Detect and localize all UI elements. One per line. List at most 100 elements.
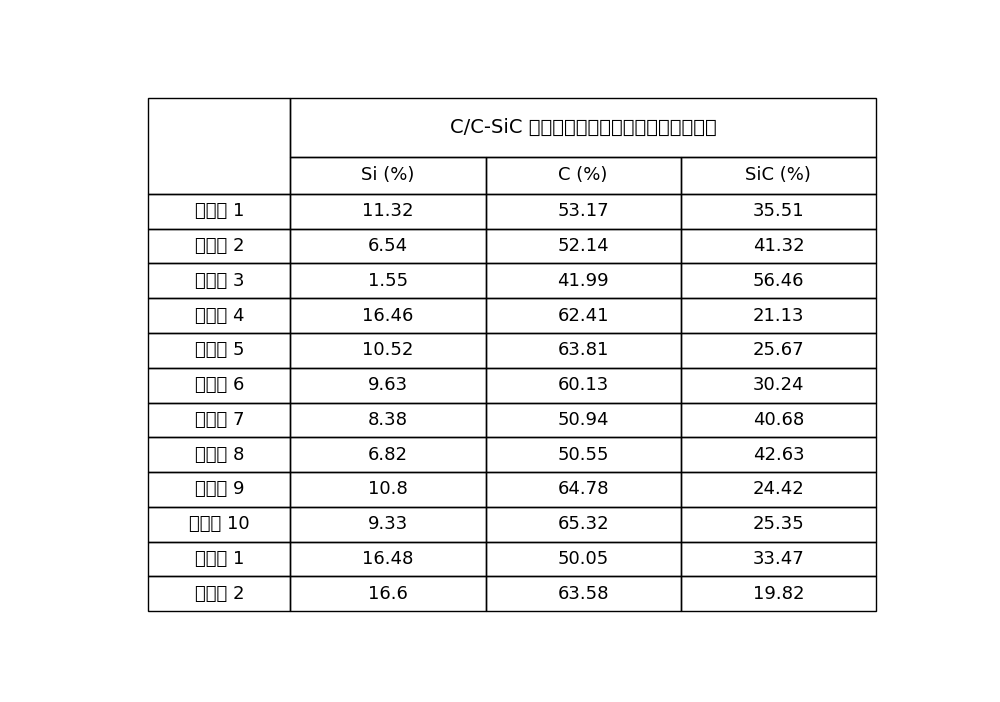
Text: C (%): C (%): [558, 166, 608, 185]
Bar: [290, 98, 876, 157]
Bar: [486, 507, 681, 542]
Bar: [148, 576, 290, 611]
Text: 50.94: 50.94: [557, 411, 609, 429]
Text: 10.8: 10.8: [368, 480, 408, 498]
Text: 实施例 4: 实施例 4: [195, 307, 244, 324]
Bar: [486, 333, 681, 368]
Text: 30.24: 30.24: [753, 376, 804, 394]
Text: 16.46: 16.46: [362, 307, 414, 324]
Bar: [486, 194, 681, 229]
Text: 65.32: 65.32: [557, 515, 609, 534]
Bar: [290, 229, 486, 263]
Text: 实施例 3: 实施例 3: [195, 272, 244, 290]
Text: 9.63: 9.63: [368, 376, 408, 394]
Text: 8.38: 8.38: [368, 411, 408, 429]
Text: 16.6: 16.6: [368, 585, 408, 603]
Bar: [681, 333, 876, 368]
Bar: [681, 368, 876, 402]
Text: 1.55: 1.55: [368, 272, 408, 290]
Bar: [148, 437, 290, 472]
Text: 比较例 1: 比较例 1: [195, 550, 244, 568]
Bar: [148, 402, 290, 437]
Text: 63.58: 63.58: [557, 585, 609, 603]
Text: 63.81: 63.81: [557, 341, 609, 359]
Text: 25.35: 25.35: [753, 515, 804, 534]
Text: 9.33: 9.33: [368, 515, 408, 534]
Text: 实施例 6: 实施例 6: [195, 376, 244, 394]
Bar: [290, 333, 486, 368]
Bar: [148, 472, 290, 507]
Text: 53.17: 53.17: [557, 202, 609, 220]
Text: 6.82: 6.82: [368, 446, 408, 464]
Bar: [486, 368, 681, 402]
Bar: [148, 368, 290, 402]
Text: 33.47: 33.47: [753, 550, 804, 568]
Bar: [290, 298, 486, 333]
Text: 50.55: 50.55: [557, 446, 609, 464]
Bar: [681, 472, 876, 507]
Text: 比较例 2: 比较例 2: [195, 585, 244, 603]
Bar: [486, 402, 681, 437]
Text: 11.32: 11.32: [362, 202, 414, 220]
Bar: [290, 368, 486, 402]
Bar: [486, 263, 681, 298]
Bar: [290, 437, 486, 472]
Bar: [148, 98, 290, 194]
Bar: [290, 263, 486, 298]
Bar: [681, 542, 876, 576]
Text: 42.63: 42.63: [753, 446, 804, 464]
Text: 19.82: 19.82: [753, 585, 804, 603]
Bar: [290, 194, 486, 229]
Text: 实施例 1: 实施例 1: [195, 202, 244, 220]
Text: 实施例 5: 实施例 5: [195, 341, 244, 359]
Bar: [681, 298, 876, 333]
Bar: [148, 194, 290, 229]
Text: 41.32: 41.32: [753, 237, 804, 255]
Text: 16.48: 16.48: [362, 550, 414, 568]
Bar: [486, 472, 681, 507]
Text: 64.78: 64.78: [557, 480, 609, 498]
Text: 25.67: 25.67: [753, 341, 804, 359]
Text: 62.41: 62.41: [557, 307, 609, 324]
Text: 实施例 9: 实施例 9: [195, 480, 244, 498]
Bar: [681, 194, 876, 229]
Bar: [486, 298, 681, 333]
Text: 40.68: 40.68: [753, 411, 804, 429]
Bar: [681, 157, 876, 194]
Text: 56.46: 56.46: [753, 272, 804, 290]
Text: 实施例 8: 实施例 8: [195, 446, 244, 464]
Bar: [486, 437, 681, 472]
Text: 35.51: 35.51: [753, 202, 804, 220]
Text: 6.54: 6.54: [368, 237, 408, 255]
Bar: [148, 542, 290, 576]
Text: 50.05: 50.05: [558, 550, 609, 568]
Text: 10.52: 10.52: [362, 341, 414, 359]
Bar: [290, 507, 486, 542]
Text: 24.42: 24.42: [753, 480, 804, 498]
Text: 41.99: 41.99: [557, 272, 609, 290]
Bar: [290, 472, 486, 507]
Bar: [148, 333, 290, 368]
Bar: [290, 402, 486, 437]
Bar: [486, 542, 681, 576]
Bar: [681, 576, 876, 611]
Text: Si (%): Si (%): [361, 166, 415, 185]
Bar: [148, 298, 290, 333]
Text: 21.13: 21.13: [753, 307, 804, 324]
Bar: [681, 402, 876, 437]
Bar: [486, 229, 681, 263]
Text: 实施例 2: 实施例 2: [195, 237, 244, 255]
Bar: [148, 507, 290, 542]
Bar: [290, 576, 486, 611]
Bar: [681, 263, 876, 298]
Bar: [290, 157, 486, 194]
Bar: [681, 437, 876, 472]
Text: C/C-SiC 复合材料中不同成分相的质量百分比: C/C-SiC 复合材料中不同成分相的质量百分比: [450, 118, 717, 137]
Bar: [290, 542, 486, 576]
Text: 实施例 10: 实施例 10: [189, 515, 250, 534]
Bar: [148, 229, 290, 263]
Text: 实施例 7: 实施例 7: [195, 411, 244, 429]
Bar: [681, 507, 876, 542]
Bar: [486, 576, 681, 611]
Bar: [486, 157, 681, 194]
